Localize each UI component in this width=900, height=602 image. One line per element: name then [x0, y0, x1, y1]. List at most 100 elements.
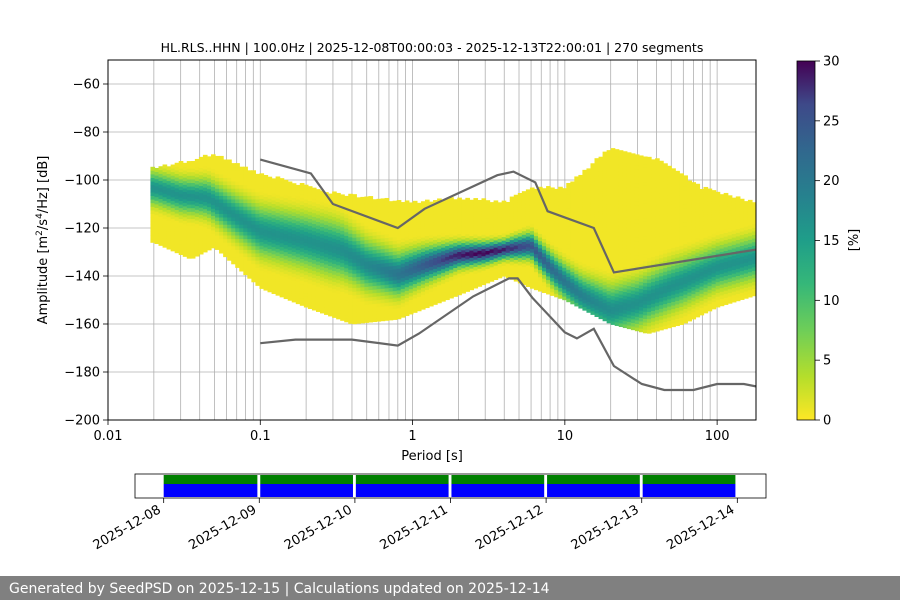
heatmap-cell — [324, 311, 329, 315]
heatmap-cell — [639, 242, 644, 246]
heatmap-cell — [578, 204, 583, 208]
heatmap-cell — [344, 257, 349, 261]
heatmap-cell — [296, 300, 301, 304]
heatmap-cell — [639, 159, 644, 163]
heatmap-cell — [304, 232, 309, 236]
heatmap-cell — [352, 291, 357, 295]
heatmap-cell — [348, 259, 353, 263]
heatmap-cell — [712, 194, 717, 198]
heatmap-cell — [268, 274, 273, 278]
heatmap-cell — [502, 244, 507, 248]
heatmap-cell — [603, 224, 608, 228]
heatmap-cell — [506, 267, 511, 271]
heatmap-cell — [401, 281, 406, 285]
heatmap-cell — [522, 267, 527, 271]
heatmap-cell — [159, 184, 164, 188]
heatmap-cell — [716, 246, 721, 250]
heatmap-cell — [304, 282, 309, 286]
heatmap-cell — [712, 248, 717, 252]
heatmap-cell — [352, 281, 357, 285]
heatmap-cell — [308, 201, 313, 205]
heatmap-cell — [712, 233, 717, 237]
heatmap-cell — [643, 203, 648, 207]
heatmap-cell — [607, 298, 612, 302]
heatmap-cell — [481, 249, 486, 253]
heatmap-cell — [425, 254, 430, 258]
heatmap-cell — [449, 273, 454, 277]
heatmap-cell — [251, 264, 256, 268]
heatmap-cell — [296, 289, 301, 293]
heatmap-cell — [667, 195, 672, 199]
heatmap-cell — [453, 203, 458, 207]
heatmap-cell — [647, 189, 652, 193]
heatmap-cell — [215, 188, 220, 192]
heatmap-cell — [235, 174, 240, 178]
heatmap-cell — [574, 205, 579, 209]
heatmap-cell — [179, 172, 184, 176]
heatmap-cell — [360, 233, 365, 237]
heatmap-cell — [167, 217, 172, 221]
heatmap-cell — [368, 250, 373, 254]
heatmap-cell — [445, 256, 450, 260]
heatmap-cell — [352, 194, 357, 198]
heatmap-cell — [619, 287, 624, 291]
heatmap-cell — [566, 266, 571, 270]
heatmap-cell — [445, 253, 450, 257]
heatmap-cell — [623, 173, 628, 177]
heatmap-cell — [526, 229, 531, 233]
heatmap-cell — [171, 219, 176, 223]
heatmap-cell — [667, 270, 672, 274]
heatmap-cell — [352, 198, 357, 202]
heatmap-cell — [740, 228, 745, 232]
heatmap-cell — [691, 225, 696, 229]
heatmap-cell — [716, 224, 721, 228]
heatmap-cell — [603, 159, 608, 163]
heatmap-cell — [433, 229, 438, 233]
heatmap-cell — [175, 188, 180, 192]
heatmap-cell — [292, 280, 297, 284]
heatmap-cell — [724, 272, 729, 276]
heatmap-cell — [562, 239, 567, 243]
heatmap-cell — [590, 242, 595, 246]
heatmap-cell — [639, 191, 644, 195]
heatmap-cell — [405, 280, 410, 284]
heatmap-cell — [554, 254, 559, 258]
heatmap-cell — [239, 257, 244, 261]
heatmap-cell — [704, 252, 709, 256]
heatmap-cell — [704, 223, 709, 227]
heatmap-cell — [227, 217, 232, 221]
heatmap-cell — [570, 239, 575, 243]
heatmap-cell — [732, 198, 737, 202]
heatmap-cell — [288, 196, 293, 200]
heatmap-cell — [364, 304, 369, 308]
heatmap-cell — [300, 295, 305, 299]
heatmap-cell — [320, 223, 325, 227]
heatmap-cell — [239, 195, 244, 199]
heatmap-cell — [554, 272, 559, 276]
timeline-segment-top — [164, 475, 258, 484]
heatmap-cell — [308, 276, 313, 280]
heatmap-cell — [171, 179, 176, 183]
heatmap-cell — [292, 266, 297, 270]
heatmap-cell — [320, 230, 325, 234]
heatmap-cell — [183, 195, 188, 199]
heatmap-cell — [635, 306, 640, 310]
heatmap-cell — [280, 207, 285, 211]
heatmap-cell — [421, 216, 426, 220]
heatmap-cell — [219, 174, 224, 178]
heatmap-cell — [288, 207, 293, 211]
heatmap-cell — [413, 244, 418, 248]
heatmap-cell — [651, 199, 656, 203]
heatmap-cell — [582, 177, 587, 181]
heatmap-cell — [631, 258, 636, 262]
heatmap-cell — [175, 224, 180, 228]
heatmap-cell — [389, 306, 394, 310]
heatmap-cell — [663, 289, 668, 293]
heatmap-cell — [619, 305, 624, 309]
heatmap-cell — [296, 286, 301, 290]
heatmap-cell — [712, 251, 717, 255]
heatmap-cell — [643, 164, 648, 168]
heatmap-cell — [599, 294, 604, 298]
heatmap-cell — [720, 234, 725, 238]
heatmap-cell — [647, 301, 652, 305]
